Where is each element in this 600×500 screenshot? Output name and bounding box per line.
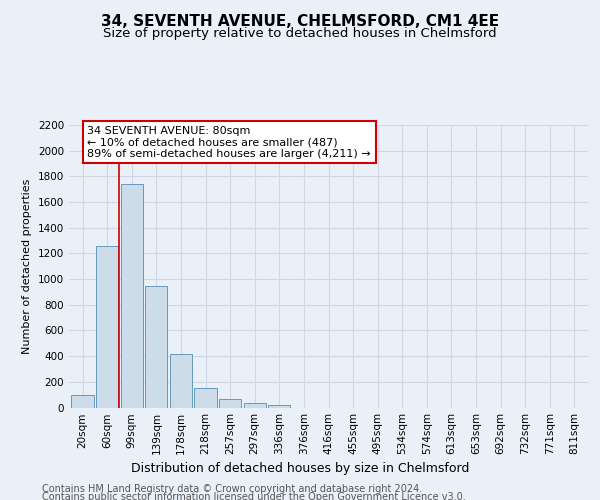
Bar [121, 184, 143, 408]
Bar [170, 354, 192, 408]
Bar [219, 398, 241, 407]
Y-axis label: Number of detached properties: Number of detached properties [22, 178, 32, 354]
Text: Contains HM Land Registry data © Crown copyright and database right 2024.: Contains HM Land Registry data © Crown c… [42, 484, 422, 494]
Text: Distribution of detached houses by size in Chelmsford: Distribution of detached houses by size … [131, 462, 469, 475]
Text: Size of property relative to detached houses in Chelmsford: Size of property relative to detached ho… [103, 28, 497, 40]
Bar [194, 388, 217, 407]
Bar [268, 405, 290, 407]
Bar [145, 286, 167, 408]
Text: 34 SEVENTH AVENUE: 80sqm
← 10% of detached houses are smaller (487)
89% of semi-: 34 SEVENTH AVENUE: 80sqm ← 10% of detach… [88, 126, 371, 159]
Bar [96, 246, 118, 408]
Bar [244, 402, 266, 407]
Bar [71, 394, 94, 407]
Text: 34, SEVENTH AVENUE, CHELMSFORD, CM1 4EE: 34, SEVENTH AVENUE, CHELMSFORD, CM1 4EE [101, 14, 499, 29]
Text: Contains public sector information licensed under the Open Government Licence v3: Contains public sector information licen… [42, 492, 466, 500]
